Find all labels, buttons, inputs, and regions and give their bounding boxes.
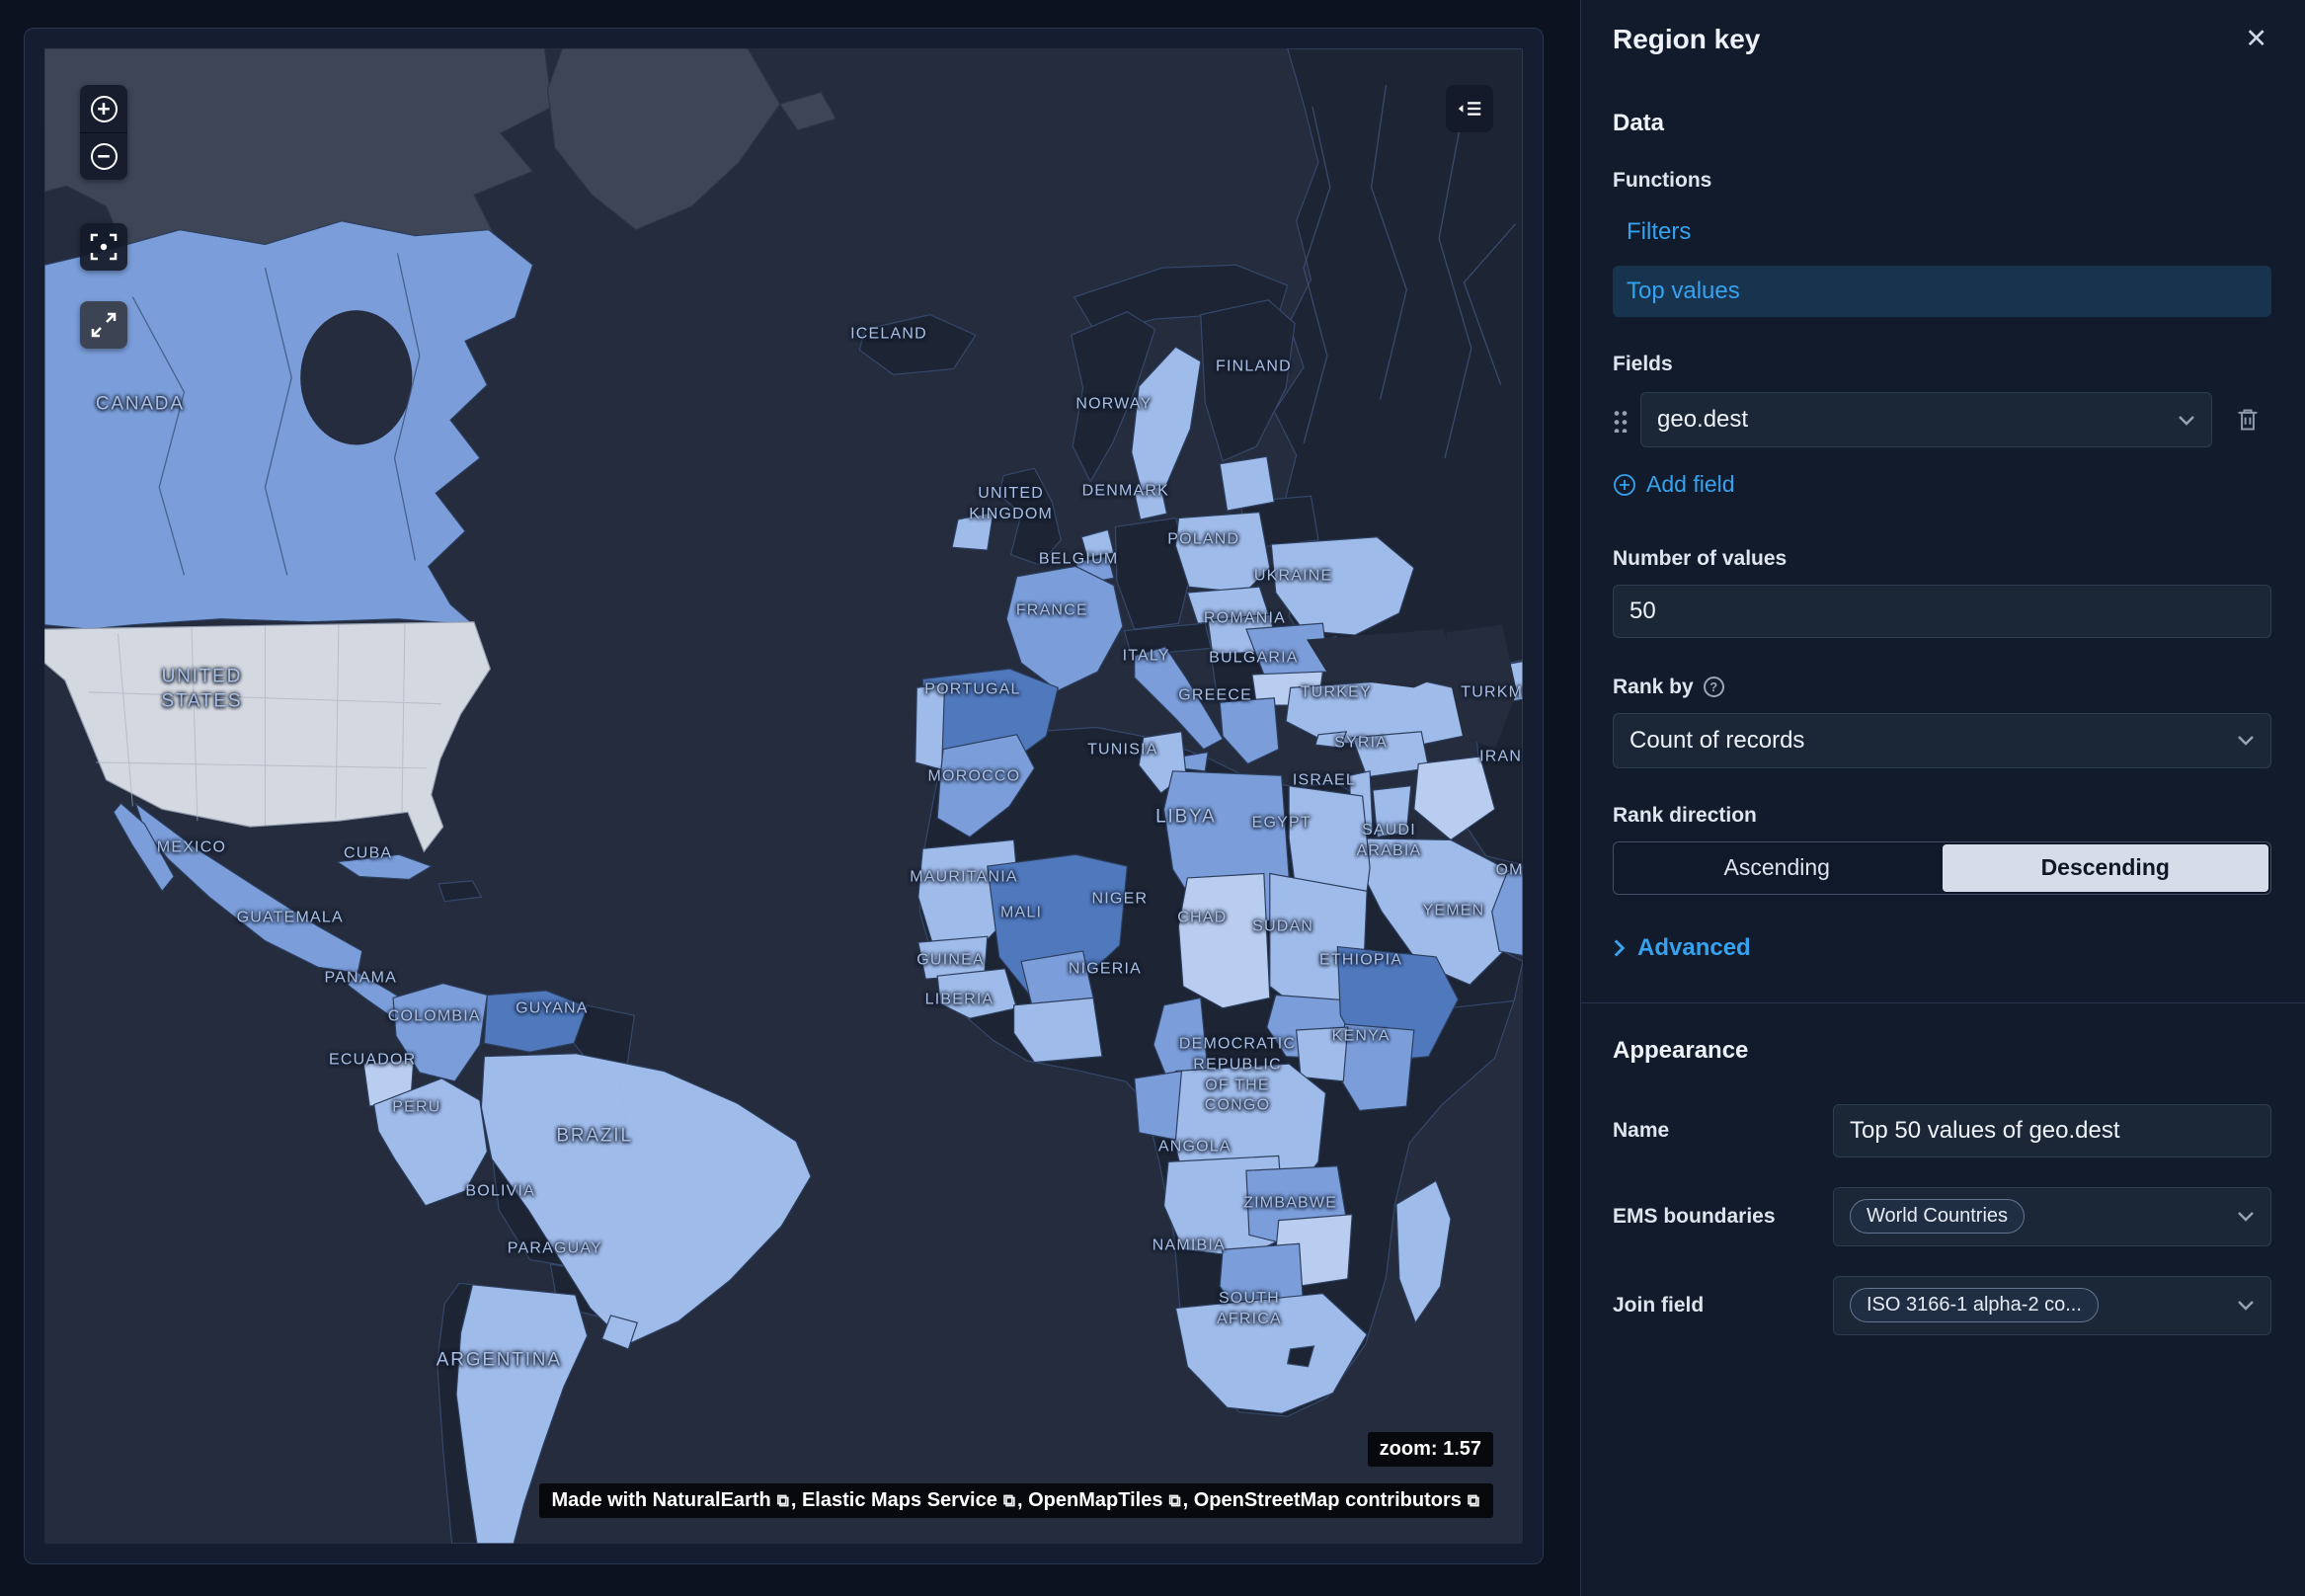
fit-to-data-icon bbox=[90, 233, 118, 261]
close-icon[interactable]: ✕ bbox=[2241, 22, 2271, 56]
fit-to-data-button[interactable] bbox=[80, 223, 127, 271]
data-section-heading: Data bbox=[1613, 110, 1665, 136]
external-link-icon: ⧉ bbox=[1002, 1491, 1015, 1510]
rank-direction-group: Ascending Descending bbox=[1613, 840, 2271, 895]
zoom-control-group: + − bbox=[80, 85, 127, 180]
attribution-link[interactable]: OpenStreetMap contributors ⧉ bbox=[1193, 1489, 1479, 1511]
name-label: Name bbox=[1613, 1118, 1670, 1142]
join-field-label: Join field bbox=[1613, 1293, 1705, 1317]
zoom-in-button[interactable]: + bbox=[80, 85, 127, 132]
zoom-out-icon: − bbox=[90, 143, 118, 170]
join-field-value: ISO 3166-1 alpha-2 co... bbox=[1850, 1288, 2099, 1322]
help-icon[interactable]: ? bbox=[1703, 677, 1724, 697]
field-select-value: geo.dest bbox=[1657, 406, 1749, 433]
legend-collapse-icon bbox=[1458, 102, 1481, 116]
rank-direction-label: Rank direction bbox=[1613, 803, 1757, 827]
ascending-button[interactable]: Ascending bbox=[1614, 842, 1941, 894]
drag-handle-icon[interactable] bbox=[1613, 407, 1629, 433]
expand-map-button[interactable] bbox=[80, 301, 127, 349]
legend-toggle-button[interactable] bbox=[1446, 85, 1493, 132]
advanced-toggle[interactable]: Advanced bbox=[1613, 934, 1751, 962]
join-field-row: Join field ISO 3166-1 alpha-2 co... bbox=[1613, 1275, 2271, 1335]
map-attribution: Made with NaturalEarth ⧉, Elastic Maps Se… bbox=[539, 1483, 1493, 1518]
ems-boundaries-label: EMS boundaries bbox=[1613, 1204, 1776, 1228]
ems-boundaries-row: EMS boundaries World Countries bbox=[1613, 1186, 2271, 1246]
rank-by-value: Count of records bbox=[1629, 726, 1805, 754]
filters-option[interactable]: Filters bbox=[1627, 218, 1692, 245]
number-of-values-label: Number of values bbox=[1613, 546, 1788, 570]
zoom-in-icon: + bbox=[90, 95, 118, 122]
add-field-button[interactable]: Add field bbox=[1613, 471, 1735, 498]
attribution-link[interactable]: NaturalEarth ⧉ bbox=[652, 1489, 789, 1511]
external-link-icon: ⧉ bbox=[1168, 1491, 1181, 1510]
ems-boundaries-value: World Countries bbox=[1850, 1199, 2026, 1234]
chevron-down-icon bbox=[2238, 736, 2254, 746]
plus-circle-icon bbox=[1614, 473, 1635, 496]
attribution-link[interactable]: Elastic Maps Service ⧉ bbox=[801, 1489, 1015, 1511]
appearance-section-heading: Appearance bbox=[1613, 1036, 1749, 1064]
rank-by-row: Rank by ? bbox=[1613, 676, 2271, 699]
ems-boundaries-select[interactable]: World Countries bbox=[1833, 1186, 2271, 1246]
name-input[interactable] bbox=[1833, 1103, 2271, 1157]
advanced-label: Advanced bbox=[1637, 933, 1751, 961]
section-divider bbox=[1581, 1001, 2305, 1003]
map-panel: CANADA UNITED STATES MEXICO CUBA GUATEMALA PA… bbox=[24, 28, 1544, 1564]
choropleth-map bbox=[44, 48, 1523, 1544]
name-row: Name bbox=[1613, 1103, 2271, 1157]
descending-button[interactable]: Descending bbox=[1942, 843, 2268, 892]
field-select[interactable]: geo.dest bbox=[1640, 392, 2212, 447]
number-of-values-input[interactable] bbox=[1613, 584, 2271, 638]
delete-field-button[interactable] bbox=[2224, 396, 2271, 443]
world-map[interactable]: CANADA UNITED STATES MEXICO CUBA GUATEMALA PA… bbox=[44, 48, 1523, 1544]
external-link-icon: ⧉ bbox=[776, 1491, 789, 1510]
chevron-down-icon bbox=[2238, 1301, 2254, 1311]
rank-by-label: Rank by bbox=[1613, 675, 1694, 698]
rank-by-select[interactable]: Count of records bbox=[1613, 712, 2271, 768]
chevron-right-icon bbox=[1614, 938, 1626, 957]
fields-label: Fields bbox=[1613, 353, 1673, 375]
flyout-header: Region key ✕ bbox=[1613, 22, 2271, 56]
attribution-link[interactable]: OpenMapTiles ⧉ bbox=[1028, 1489, 1181, 1511]
chevron-down-icon bbox=[2179, 415, 2194, 426]
top-values-option[interactable]: Top values bbox=[1613, 266, 2271, 317]
region-key-flyout: Region key ✕ Data Functions Filters Top … bbox=[1580, 0, 2305, 1596]
add-field-label: Add field bbox=[1646, 471, 1735, 497]
zoom-out-button[interactable]: − bbox=[80, 132, 127, 180]
functions-label: Functions bbox=[1613, 169, 1712, 192]
expand-icon bbox=[91, 312, 117, 338]
zoom-indicator: zoom: 1.57 bbox=[1367, 1432, 1493, 1467]
map-controls: + − bbox=[80, 85, 127, 349]
join-field-select[interactable]: ISO 3166-1 alpha-2 co... bbox=[1833, 1275, 2271, 1335]
panel-title: Region key bbox=[1613, 23, 1761, 54]
external-link-icon: ⧉ bbox=[1467, 1491, 1479, 1510]
trash-icon bbox=[2238, 409, 2258, 431]
field-row: geo.dest bbox=[1613, 392, 2271, 447]
chevron-down-icon bbox=[2238, 1212, 2254, 1222]
